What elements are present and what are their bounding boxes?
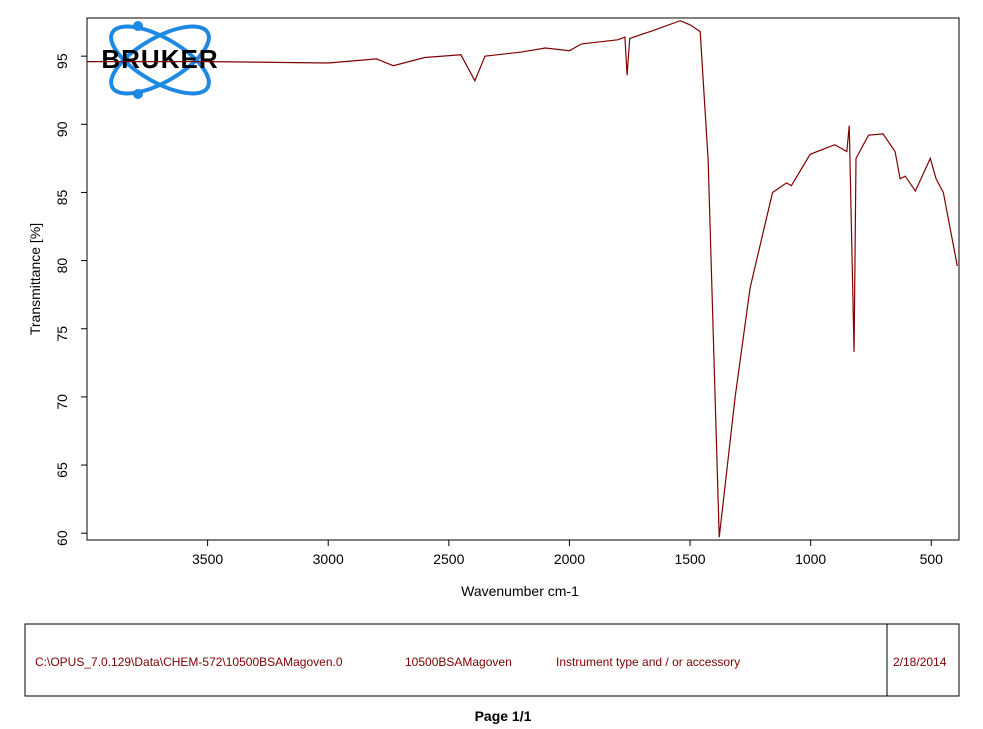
- y-tick-label: 60: [54, 530, 70, 546]
- x-tick-label: 1500: [674, 551, 705, 567]
- footer-instrument: Instrument type and / or accessory: [556, 655, 740, 669]
- logo-dot: [133, 89, 143, 99]
- y-tick-label: 95: [54, 53, 70, 69]
- y-tick-label: 75: [54, 326, 70, 342]
- x-tick-label: 2500: [433, 551, 464, 567]
- logo-dot: [133, 21, 143, 31]
- footer-date: 2/18/2014: [893, 655, 947, 669]
- footer-path: C:\OPUS_7.0.129\Data\CHEM-572\10500BSAMa…: [35, 655, 343, 669]
- y-axis-label: Transmittance [%]: [27, 223, 43, 335]
- plot-frame: [86, 17, 960, 541]
- logo: BRUKER: [101, 21, 218, 99]
- x-tick-label: 500: [920, 551, 944, 567]
- x-tick-label: 3500: [192, 551, 223, 567]
- y-tick-label: 65: [54, 462, 70, 478]
- x-tick-label: 1000: [795, 551, 826, 567]
- logo-orbit: [109, 24, 211, 96]
- x-axis-label: Wavenumber cm-1: [461, 583, 579, 599]
- y-tick-label: 70: [54, 394, 70, 410]
- y-tick-label: 80: [54, 258, 70, 274]
- y-tick-label: 90: [54, 121, 70, 137]
- page-number: Page 1/1: [475, 708, 532, 724]
- logo-text: BRUKER: [101, 44, 218, 74]
- footer-box: [24, 623, 960, 697]
- x-tick-label: 2000: [554, 551, 585, 567]
- footer-sample: 10500BSAMagoven: [405, 655, 512, 669]
- spectrum-line: [87, 20, 958, 538]
- x-tick-label: 3000: [313, 551, 344, 567]
- y-tick-label: 85: [54, 189, 70, 205]
- logo-orbit: [109, 24, 211, 96]
